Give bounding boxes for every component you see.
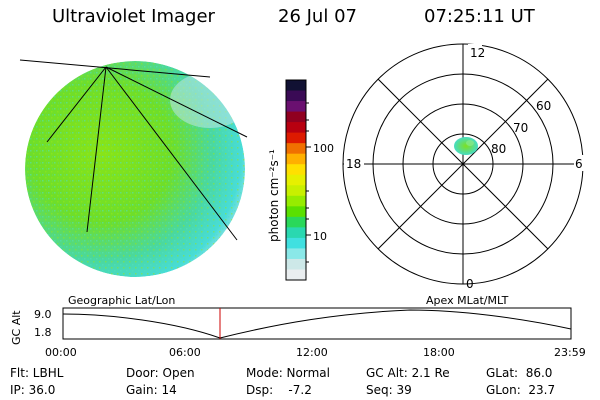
color-scale-segment [286, 153, 306, 165]
info-glat: GLat: 86.0 [486, 366, 552, 380]
info-ip: IP: 36.0 [10, 383, 55, 397]
info-filter: Flt: LBHL [10, 366, 64, 380]
color-scale-tick-100: 100 [313, 142, 334, 155]
color-scale-segment [286, 132, 306, 144]
mlt-label-6: 6 [575, 157, 583, 171]
color-scale-segment [286, 216, 306, 228]
auroral-image [25, 61, 245, 277]
info-gc-alt: GC Alt: 2.1 Re [366, 366, 450, 380]
color-scale-segment [286, 258, 306, 271]
polar-aurora-spot [454, 137, 478, 155]
info-door: Door: Open [126, 366, 195, 380]
info-glon: GLon: 23.7 [486, 383, 555, 397]
mlat-label-60: 60 [536, 99, 551, 113]
header-time: 07:25:11 UT [424, 6, 535, 27]
color-scale-segment [286, 101, 306, 113]
time-tick-0000: 00:00 [45, 346, 77, 359]
header-date: 26 Jul 07 [278, 6, 357, 27]
info-panel: Flt: LBHL IP: 36.0 Door: Open Gain: 14 M… [10, 366, 555, 397]
color-scale-segment [286, 80, 306, 92]
time-tick-0600: 06:00 [169, 346, 201, 359]
color-scale-tick-10: 10 [313, 230, 327, 243]
timeline-ymin-label: 1.8 [34, 326, 52, 339]
timeline-right-label: Apex MLat/MLT [426, 294, 509, 307]
color-scale-bar [286, 80, 306, 281]
altitude-curve [62, 309, 572, 339]
color-scale-segment [286, 122, 306, 134]
color-scale-segment [286, 195, 306, 207]
info-mode: Mode: Normal [246, 366, 330, 380]
color-scale-ticks [306, 102, 311, 263]
timeline-left-label: Geographic Lat/Lon [68, 294, 175, 307]
info-seq: Seq: 39 [366, 383, 412, 397]
color-scale-segment [286, 227, 306, 239]
color-scale-segment [286, 185, 306, 197]
view-grid-lines [19, 59, 248, 241]
color-scale-segment [286, 206, 306, 218]
mlt-label-18: 18 [346, 157, 361, 171]
mlt-label-12: 12 [470, 46, 485, 60]
color-scale-segment [286, 174, 306, 186]
timeline-ymax-label: 9.0 [34, 308, 52, 321]
time-tick-2359: 23:59 [554, 346, 586, 359]
mlat-label-80: 80 [491, 142, 506, 156]
color-scale-frame [285, 79, 307, 281]
color-scale-segment [286, 143, 306, 155]
timeline-ylabel: GC Alt [10, 310, 23, 345]
info-gain: Gain: 14 [126, 383, 177, 397]
color-scale-unit-label: photon cm⁻²s⁻¹ [267, 149, 281, 242]
timeline-frame [62, 307, 572, 340]
mlt-label-0: 0 [466, 277, 474, 291]
color-scale-segment [286, 237, 306, 250]
time-tick-1800: 18:00 [423, 346, 455, 359]
info-dsp: Dsp: -7.2 [246, 383, 312, 397]
header-title: Ultraviolet Imager [52, 6, 215, 27]
color-scale-segment [286, 164, 306, 176]
mlat-label-70: 70 [513, 121, 528, 135]
color-scale-segment [286, 111, 306, 123]
orbit-timeline: Geographic Lat/Lon Apex MLat/MLT GC Alt … [10, 294, 586, 359]
color-scale-segment [286, 248, 306, 260]
time-tick-1200: 12:00 [296, 346, 328, 359]
color-scale-segment [286, 269, 306, 281]
color-scale-segment [286, 90, 306, 102]
polar-plot: 12 18 6 0 60 70 80 [342, 43, 584, 291]
